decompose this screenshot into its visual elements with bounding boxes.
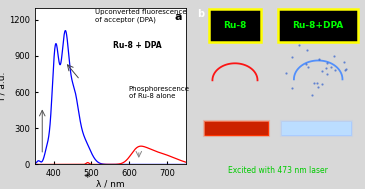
Text: Excited with 473 nm laser: Excited with 473 nm laser xyxy=(228,166,328,175)
Text: Ru-8: Ru-8 xyxy=(223,21,247,30)
Y-axis label: I / a.u.: I / a.u. xyxy=(0,72,6,100)
Bar xyxy=(205,122,268,135)
X-axis label: λ / nm: λ / nm xyxy=(96,180,125,189)
Bar xyxy=(205,122,268,135)
Text: Upconverted fluorescence
of acceptor (DPA): Upconverted fluorescence of acceptor (DP… xyxy=(95,9,187,23)
Bar xyxy=(205,122,268,135)
Bar xyxy=(282,122,351,135)
Bar xyxy=(282,122,351,135)
Text: *: * xyxy=(85,173,91,183)
Bar xyxy=(205,122,268,135)
FancyBboxPatch shape xyxy=(209,9,261,42)
Text: Phosphorescence
of Ru-8 alone: Phosphorescence of Ru-8 alone xyxy=(128,86,189,99)
FancyBboxPatch shape xyxy=(278,9,358,42)
Text: a: a xyxy=(174,12,182,22)
Text: Ru-8+DPA: Ru-8+DPA xyxy=(293,21,344,30)
Text: Ru-8 + DPA: Ru-8 + DPA xyxy=(114,40,162,50)
Bar xyxy=(282,122,351,135)
Bar xyxy=(282,122,351,135)
Text: b: b xyxy=(197,9,204,19)
